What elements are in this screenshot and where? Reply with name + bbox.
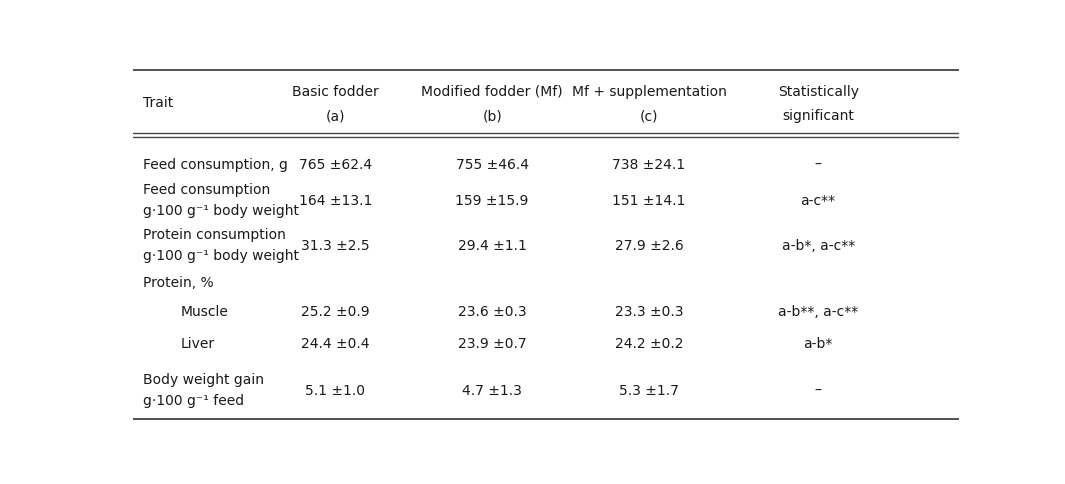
- Text: Liver: Liver: [180, 336, 214, 350]
- Text: 164 ±13.1: 164 ±13.1: [298, 194, 372, 208]
- Text: 738 ±24.1: 738 ±24.1: [612, 157, 686, 171]
- Text: 24.2 ±0.2: 24.2 ±0.2: [615, 336, 684, 350]
- Text: 5.1 ±1.0: 5.1 ±1.0: [306, 383, 365, 397]
- Text: 159 ±15.9: 159 ±15.9: [456, 194, 529, 208]
- Text: significant: significant: [783, 109, 854, 123]
- Text: g·100 g⁻¹ body weight: g·100 g⁻¹ body weight: [143, 249, 299, 263]
- Text: –: –: [815, 157, 821, 171]
- Text: 23.3 ±0.3: 23.3 ±0.3: [615, 304, 684, 318]
- Text: Protein, %: Protein, %: [143, 275, 214, 289]
- Text: 755 ±46.4: 755 ±46.4: [456, 157, 528, 171]
- Text: 24.4 ±0.4: 24.4 ±0.4: [301, 336, 370, 350]
- Text: (a): (a): [326, 109, 345, 123]
- Text: g·100 g⁻¹ body weight: g·100 g⁻¹ body weight: [143, 204, 299, 218]
- Text: 23.9 ±0.7: 23.9 ±0.7: [458, 336, 526, 350]
- Text: 25.2 ±0.9: 25.2 ±0.9: [301, 304, 370, 318]
- Text: Statistically: Statistically: [777, 85, 858, 99]
- Text: (b): (b): [482, 109, 502, 123]
- Text: Muscle: Muscle: [180, 304, 228, 318]
- Text: Feed consumption, g: Feed consumption, g: [143, 157, 288, 171]
- Text: Basic fodder: Basic fodder: [292, 85, 379, 99]
- Text: 29.4 ±1.1: 29.4 ±1.1: [458, 238, 526, 252]
- Text: a-c**: a-c**: [801, 194, 836, 208]
- Text: Mf + supplementation: Mf + supplementation: [572, 85, 726, 99]
- Text: 4.7 ±1.3: 4.7 ±1.3: [462, 383, 522, 397]
- Text: 23.6 ±0.3: 23.6 ±0.3: [458, 304, 526, 318]
- Text: 27.9 ±2.6: 27.9 ±2.6: [615, 238, 684, 252]
- Text: Trait: Trait: [143, 96, 174, 110]
- Text: (c): (c): [640, 109, 658, 123]
- Text: a-b**, a-c**: a-b**, a-c**: [779, 304, 858, 318]
- Text: 765 ±62.4: 765 ±62.4: [299, 157, 372, 171]
- Text: –: –: [815, 383, 821, 397]
- Text: a-b*: a-b*: [803, 336, 833, 350]
- Text: 151 ±14.1: 151 ±14.1: [612, 194, 686, 208]
- Text: Feed consumption: Feed consumption: [143, 183, 271, 197]
- Text: Protein consumption: Protein consumption: [143, 228, 285, 242]
- Text: g·100 g⁻¹ feed: g·100 g⁻¹ feed: [143, 393, 244, 407]
- Text: Modified fodder (Mf): Modified fodder (Mf): [422, 85, 563, 99]
- Text: 5.3 ±1.7: 5.3 ±1.7: [619, 383, 678, 397]
- Text: 31.3 ±2.5: 31.3 ±2.5: [301, 238, 370, 252]
- Text: Body weight gain: Body weight gain: [143, 372, 264, 386]
- Text: a-b*, a-c**: a-b*, a-c**: [782, 238, 855, 252]
